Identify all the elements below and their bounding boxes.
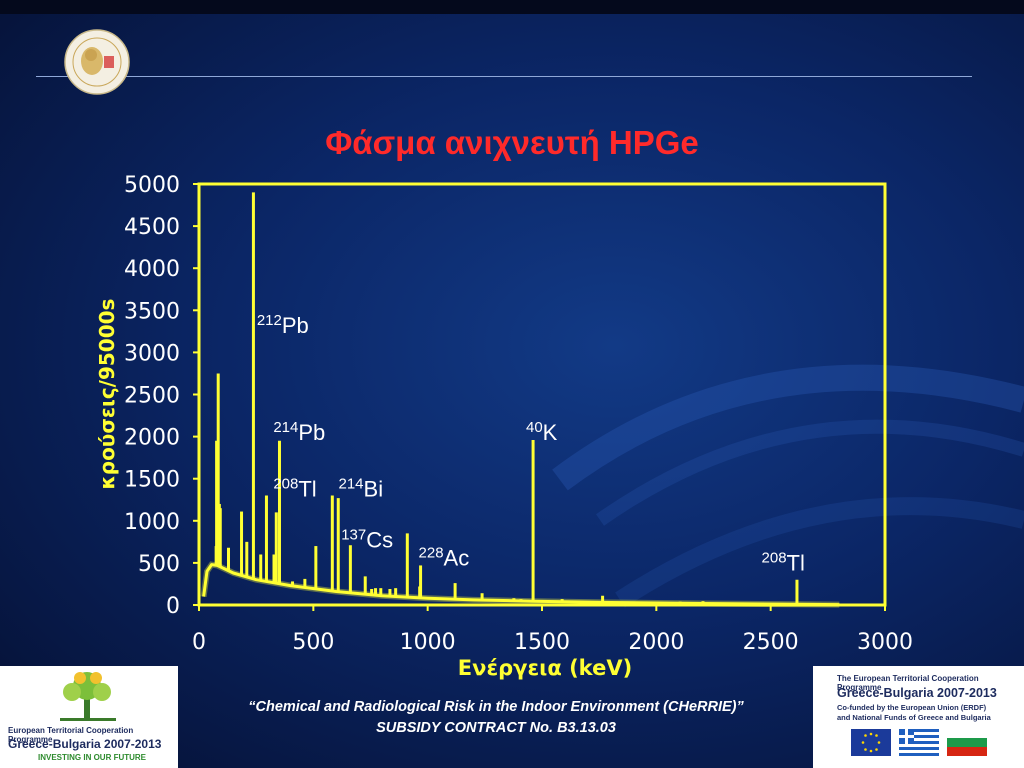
y-tick-label: 500 [138, 552, 180, 577]
header-divider [36, 76, 972, 77]
spectrum-continuum [202, 563, 840, 607]
x-tick-label: 500 [292, 630, 334, 655]
y-tick-label: 4000 [124, 257, 180, 282]
right-logo-line4: and National Funds of Greece and Bulgari… [837, 713, 991, 722]
peak-annotation: 214Pb [273, 419, 325, 445]
y-tick-label: 0 [166, 594, 180, 619]
right-logo-line1: The European Territorial Cooperation Pro… [837, 674, 979, 692]
peak-annotation: 214Bi [338, 475, 383, 501]
top-dark-bar [0, 0, 1024, 14]
y-tick-label: 2500 [124, 384, 180, 409]
greece-flag-icon [899, 729, 939, 756]
x-tick-label: 0 [192, 630, 206, 655]
bulgaria-flag-icon [947, 729, 987, 756]
peak-annotation: 208Tl [762, 549, 805, 575]
x-axis-label: Ενέργεια (keV) [458, 656, 632, 680]
spectrum-noise-band [200, 561, 840, 608]
peak-annotation: 137Cs [341, 527, 393, 553]
eu-flag-icon [851, 729, 891, 756]
x-tick-label: 3000 [857, 630, 913, 655]
left-programme-logo: European Territorial Cooperation Program… [0, 666, 178, 768]
footer-contract-line: SUBSIDY CONTRACT No. B3.13.03 [376, 720, 616, 736]
slide-title: Φάσμα ανιχνευτή HPGe [325, 124, 699, 161]
y-tick-label: 5000 [124, 173, 180, 198]
tree-icon [60, 672, 116, 721]
right-logo-line3: Co-funded by the European Union (ERDF) [837, 703, 987, 712]
x-tick-label: 1000 [400, 630, 456, 655]
x-tick-label: 2500 [743, 630, 799, 655]
y-tick-label: 4500 [124, 215, 180, 240]
y-tick-label: 3000 [124, 341, 180, 366]
peak-annotation: 228Ac [419, 544, 470, 570]
right-logo-line2: Greece-Bulgaria 2007-2013 [837, 686, 997, 700]
peak-annotation: 212Pb [257, 312, 309, 338]
y-tick-label: 1500 [124, 468, 180, 493]
peak-annotation: 40K [526, 419, 558, 445]
y-axis-label: κρούσεις/95000s [95, 299, 119, 490]
y-tick-label: 2000 [124, 426, 180, 451]
peak-annotation: 208Tl [273, 475, 316, 501]
footer-project-line: “Chemical and Radiological Risk in the I… [248, 699, 744, 715]
university-seal-logo [64, 29, 130, 95]
plot-frame [197, 182, 887, 607]
x-tick-label: 2000 [628, 630, 684, 655]
x-tick-label: 1500 [514, 630, 570, 655]
y-tick-label: 3500 [124, 299, 180, 324]
left-logo-line1: European Territorial Cooperation Program… [8, 726, 134, 744]
left-logo-line2: Greece-Bulgaria 2007-2013 [8, 737, 162, 751]
left-logo-line3: INVESTING IN OUR FUTURE [38, 753, 147, 762]
footer-text: “Chemical and Radiological Risk in the I… [180, 697, 812, 739]
right-programme-logo: The European Territorial Cooperation Pro… [813, 666, 1024, 768]
y-tick-label: 1000 [124, 510, 180, 535]
